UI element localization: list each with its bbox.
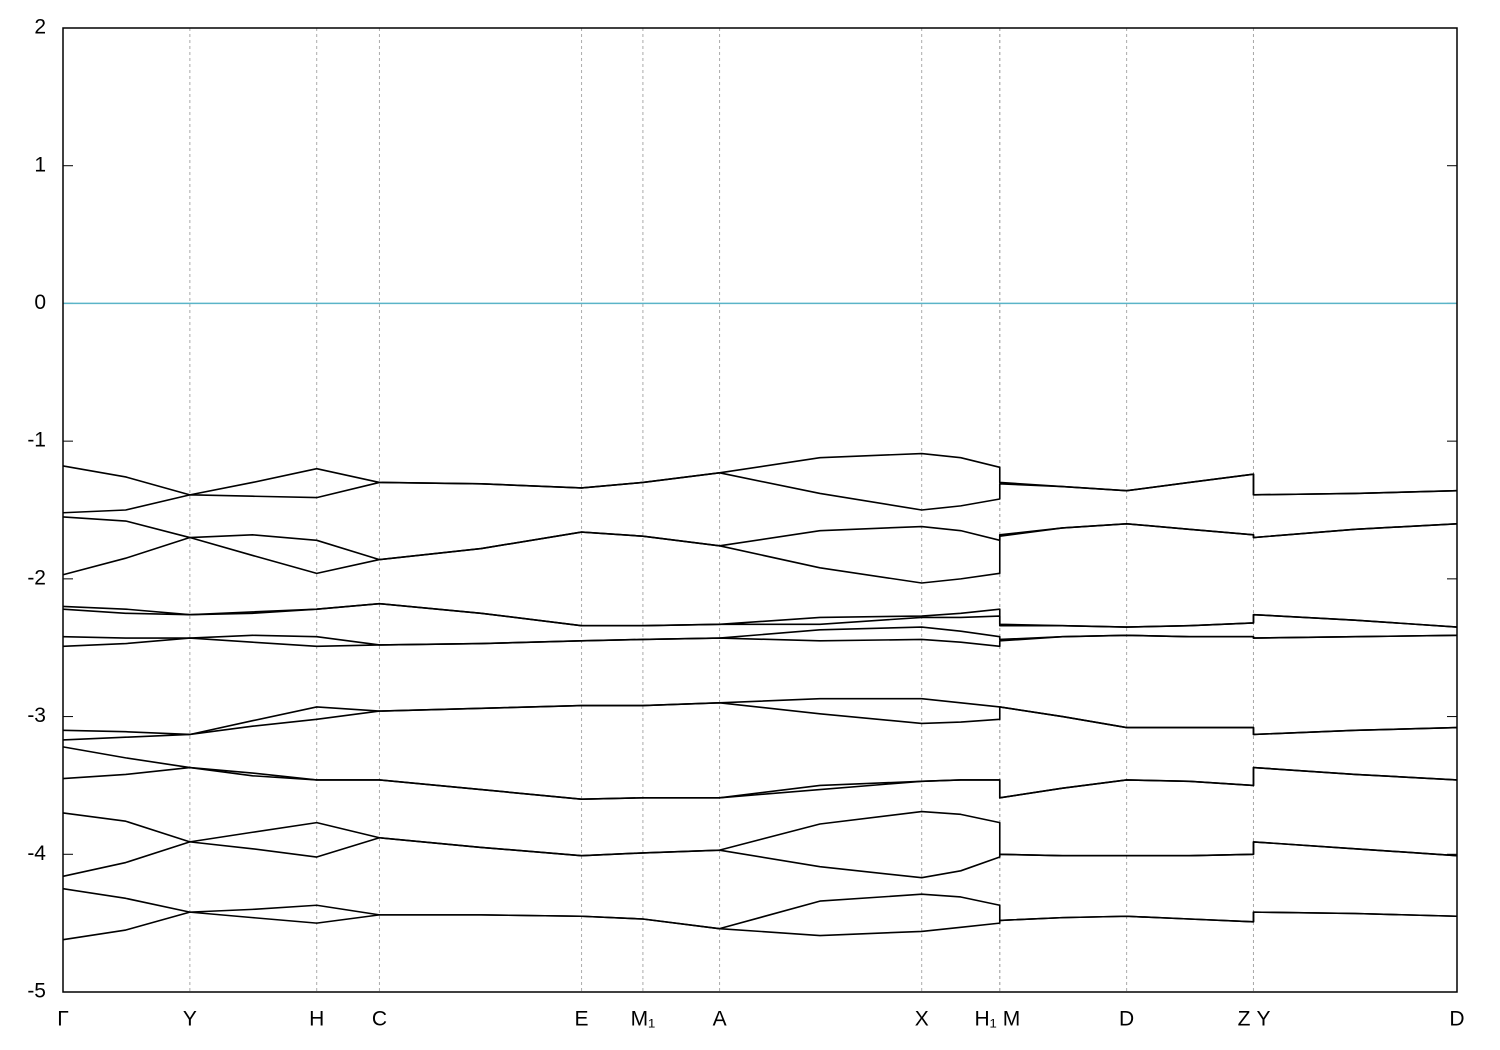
band-line	[62, 522, 1458, 584]
plot-frame	[62, 27, 1458, 993]
x-tick-label: C	[372, 1008, 387, 1031]
band-line	[62, 602, 1458, 628]
y-tick-label: -4	[27, 842, 46, 865]
y-tick-label: 2	[34, 16, 46, 39]
band-line	[62, 766, 1458, 800]
x-tick-label: Γ	[57, 1008, 69, 1031]
band-line	[62, 472, 1458, 514]
x-tick-label: Y	[1256, 1008, 1270, 1031]
x-tick-label: D	[1449, 1008, 1464, 1031]
x-tick-label: D	[1119, 1008, 1134, 1031]
y-tick-label: -5	[27, 980, 46, 1003]
x-tick-label: M₁	[631, 1008, 656, 1031]
x-tick-label: X	[915, 1008, 929, 1031]
band-line	[62, 634, 1458, 648]
x-tick-label: E	[575, 1008, 589, 1031]
x-tick-label: H	[309, 1008, 324, 1031]
band-line	[62, 911, 1458, 941]
band-line	[62, 836, 1458, 879]
x-tick-label: A	[713, 1008, 727, 1031]
y-tick-label: 1	[34, 153, 46, 176]
x-tick-label: Z	[1238, 1008, 1251, 1031]
y-tick-label: -2	[27, 566, 46, 589]
y-tick-label: -3	[27, 704, 46, 727]
y-tick-label: -1	[27, 429, 46, 452]
band-line	[62, 702, 1458, 741]
x-tick-label: Y	[183, 1008, 197, 1031]
x-tick-label: M	[1003, 1008, 1021, 1031]
x-tick-label: H₁	[975, 1008, 997, 1031]
y-tick-label: 0	[34, 291, 46, 314]
